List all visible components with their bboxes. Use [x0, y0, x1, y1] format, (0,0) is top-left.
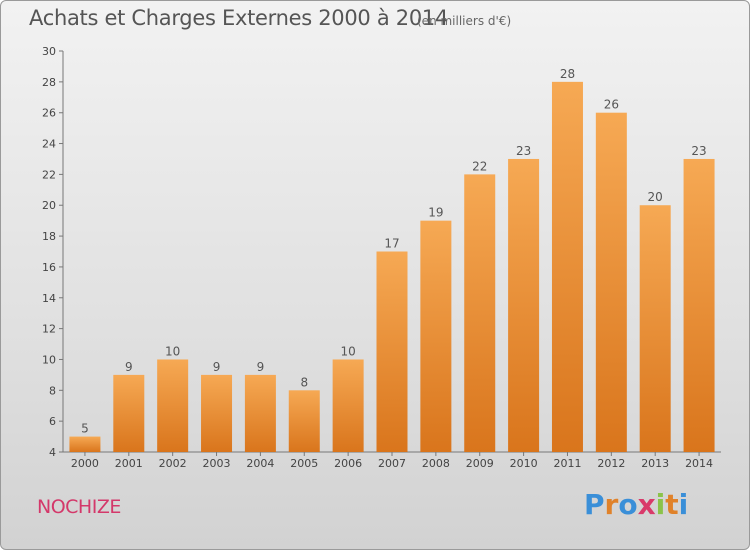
data-label-2010: 23 — [516, 144, 531, 158]
data-label-2002: 10 — [165, 344, 180, 358]
logo-letter: i — [655, 488, 666, 521]
y-tick-label: 28 — [42, 76, 56, 89]
data-label-2013: 20 — [648, 190, 663, 204]
x-tick-label: 2013 — [641, 457, 669, 470]
y-tick-label: 10 — [42, 353, 56, 366]
y-tick-label: 16 — [42, 261, 56, 274]
x-tick-label: 2002 — [159, 457, 187, 470]
bar-2010 — [508, 158, 540, 452]
data-label-2005: 8 — [300, 375, 308, 389]
proxiti-logo: Proxiti — [584, 488, 688, 521]
logo-letter: i — [678, 488, 689, 521]
y-tick-label: 18 — [42, 230, 56, 243]
chart-unit: (en milliers d'€) — [417, 14, 512, 28]
x-tick-label: 2011 — [553, 457, 581, 470]
bar-2001 — [113, 374, 145, 452]
bar-2002 — [157, 359, 189, 452]
x-tick-label: 2008 — [422, 457, 450, 470]
bar-2000 — [69, 436, 101, 452]
data-label-2001: 9 — [125, 360, 133, 374]
data-label-2014: 23 — [691, 144, 706, 158]
y-tick-label: 26 — [42, 107, 56, 120]
data-label-2008: 19 — [428, 206, 443, 220]
logo-letter: r — [604, 488, 619, 521]
bar-2005 — [288, 390, 320, 452]
y-tick-label: 8 — [49, 384, 56, 397]
data-label-2003: 9 — [213, 360, 221, 374]
y-tick-label: 20 — [42, 199, 56, 212]
x-tick-label: 2000 — [71, 457, 99, 470]
x-tick-label: 2007 — [378, 457, 406, 470]
data-label-2007: 17 — [384, 237, 399, 251]
logo-letter: t — [665, 488, 679, 521]
y-tick-label: 4 — [49, 446, 56, 459]
y-tick-label: 14 — [42, 292, 56, 305]
logo-letter: o — [618, 488, 638, 521]
bar-2009 — [464, 174, 496, 452]
data-label-2012: 26 — [604, 98, 619, 112]
bar-2011 — [551, 81, 583, 452]
bar-2014 — [683, 158, 715, 452]
y-tick-label: 24 — [42, 138, 56, 151]
x-tick-label: 2010 — [510, 457, 538, 470]
bar-2007 — [376, 251, 408, 452]
data-label-2004: 9 — [257, 360, 265, 374]
x-tick-label: 2001 — [115, 457, 143, 470]
x-tick-label: 2003 — [203, 457, 231, 470]
y-tick-label: 6 — [49, 415, 56, 428]
bar-2006 — [332, 359, 364, 452]
data-label-2011: 28 — [560, 67, 575, 81]
logo-letter: P — [584, 488, 605, 521]
bar-2003 — [201, 374, 233, 452]
x-tick-label: 2009 — [466, 457, 494, 470]
y-tick-label: 22 — [42, 168, 56, 181]
data-label-2009: 22 — [472, 159, 487, 173]
x-tick-label: 2014 — [685, 457, 713, 470]
x-tick-label: 2006 — [334, 457, 362, 470]
bar-2012 — [595, 112, 627, 452]
bar-2008 — [420, 220, 452, 452]
commune-name: NOCHIZE — [37, 496, 121, 518]
x-tick-label: 2004 — [246, 457, 274, 470]
data-label-2006: 10 — [340, 344, 355, 358]
chart-title: Achats et Charges Externes 2000 à 2014 — [29, 6, 449, 30]
x-tick-label: 2012 — [597, 457, 625, 470]
bar-2004 — [244, 374, 276, 452]
y-tick-label: 30 — [42, 45, 56, 58]
y-tick-label: 12 — [42, 323, 56, 336]
logo-letter: x — [637, 488, 656, 521]
bar-2013 — [639, 205, 671, 452]
data-label-2000: 5 — [81, 422, 89, 436]
x-tick-label: 2005 — [290, 457, 318, 470]
